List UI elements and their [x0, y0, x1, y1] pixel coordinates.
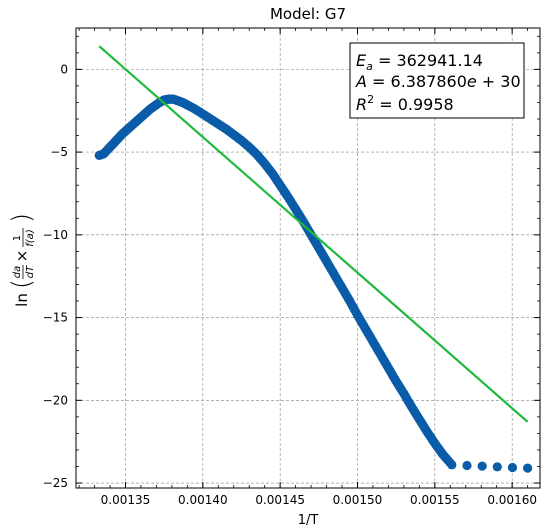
annotation-r2: R2 = 0.9958 — [356, 93, 454, 114]
y-tick-label: −20 — [43, 393, 68, 407]
x-tick-label: 0.00160 — [487, 493, 537, 507]
y-label-one: 1 — [12, 235, 23, 241]
chart-title: Model: G7 — [270, 5, 346, 23]
y-label-times: × — [13, 250, 31, 263]
y-tick-label: −10 — [43, 228, 68, 242]
y-tick-label: −5 — [50, 145, 68, 159]
y-label-da: da — [12, 266, 23, 278]
y-tick-label: −15 — [43, 311, 68, 325]
fit-line — [98, 45, 529, 423]
y-label-ln: ln — [13, 293, 31, 307]
y-label-fa: f(a) — [25, 229, 36, 246]
data-layer — [94, 45, 533, 473]
annotation-ea: Ea = 362941.14 — [356, 51, 483, 73]
scatter-point — [523, 463, 533, 473]
y-label-paren-open: ( — [7, 279, 37, 289]
annotation-box: Ea = 362941.14 A = 6.387860e + 30 R2 = 0… — [349, 42, 525, 119]
scatter-point — [462, 460, 472, 471]
scatter-point — [492, 462, 502, 472]
y-label-paren-close: ) — [7, 213, 37, 223]
y-axis-label: ln ( da dT × 1 f(a) ) — [7, 213, 37, 307]
x-tick-label: 0.00140 — [178, 493, 228, 507]
plot-frame — [75, 27, 541, 489]
x-tick-label: 0.00155 — [410, 493, 460, 507]
annotation-frame — [349, 42, 525, 119]
y-tick-label: 0 — [60, 62, 68, 76]
x-tick-label: 0.00150 — [333, 493, 383, 507]
x-tick-label: 0.00145 — [255, 493, 305, 507]
scatter-point — [447, 460, 457, 470]
annotation-a: A = 6.387860e + 30 — [355, 72, 521, 91]
y-tick-label: −25 — [43, 476, 68, 490]
x-axis-label: 1/T — [298, 513, 319, 528]
scatter-point — [477, 461, 487, 471]
scatter-point — [507, 462, 518, 473]
y-label-dt: dT — [25, 265, 36, 278]
x-tick-label: 0.00135 — [101, 493, 151, 507]
ticks: 0.00135 0.00140 0.00145 0.00150 0.00155 0.001… — [43, 28, 540, 507]
